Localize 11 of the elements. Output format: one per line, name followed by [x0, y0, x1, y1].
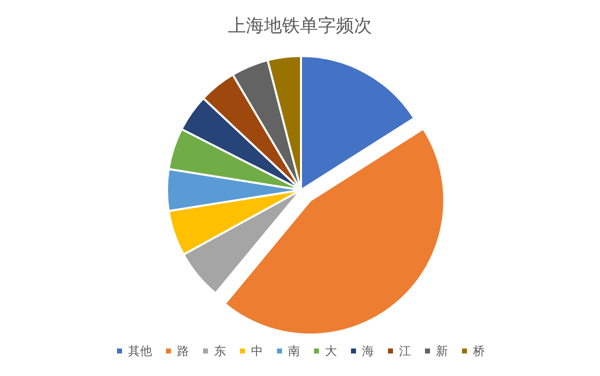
legend-label: 中 [251, 344, 263, 358]
legend-label: 路 [177, 344, 189, 358]
legend-label: 海 [362, 344, 374, 358]
legend-label: 大 [325, 344, 337, 358]
legend-label: 其他 [128, 344, 152, 358]
legend-label: 江 [399, 344, 411, 358]
legend-label: 南 [288, 344, 300, 358]
legend-label: 东 [214, 344, 226, 358]
legend-label: 桥 [472, 344, 485, 358]
legend-label: 新 [436, 344, 448, 358]
chart-title: 上海地铁单字频次 [228, 16, 372, 36]
